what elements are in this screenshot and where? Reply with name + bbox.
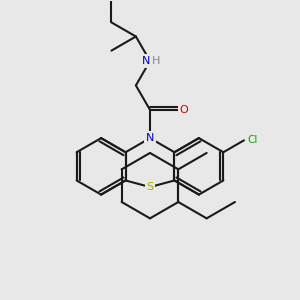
- Text: N: N: [146, 133, 154, 143]
- Text: N: N: [142, 56, 150, 66]
- Text: Cl: Cl: [248, 135, 258, 145]
- Text: O: O: [179, 105, 188, 115]
- Text: H: H: [152, 56, 161, 66]
- Text: S: S: [146, 182, 154, 192]
